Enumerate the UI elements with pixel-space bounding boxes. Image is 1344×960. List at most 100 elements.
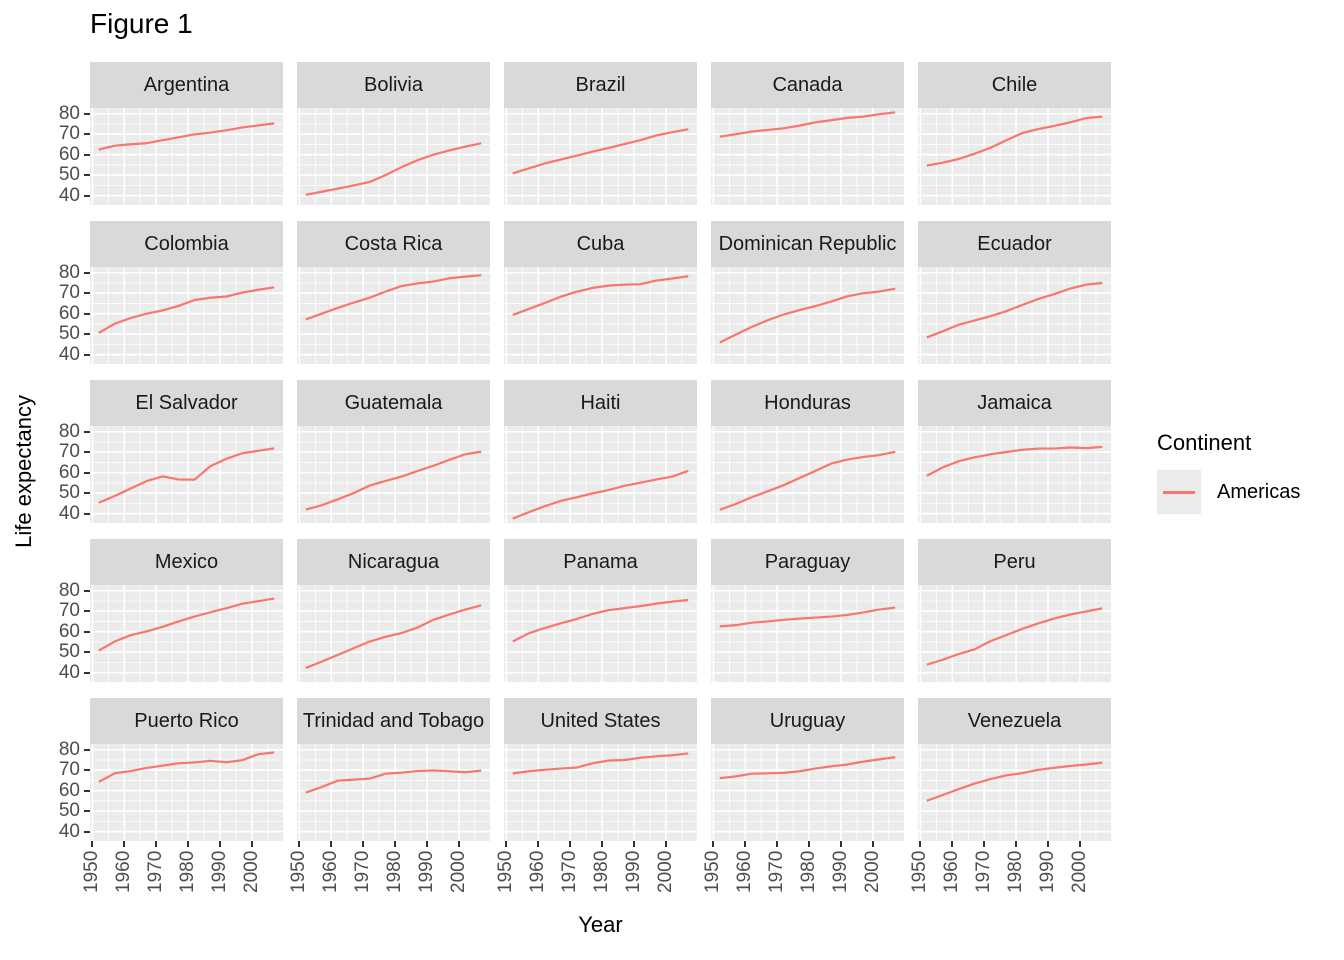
x-tick-mark	[250, 841, 253, 847]
y-tick-label: 40	[58, 184, 80, 206]
y-tick-mark	[84, 769, 90, 772]
x-tick-label: 1950	[288, 851, 310, 894]
y-tick-mark	[84, 748, 90, 751]
legend-line-icon	[1163, 491, 1195, 494]
line-americas	[512, 275, 689, 316]
facet-strip-label: Chile	[991, 73, 1038, 96]
x-tick-mark	[744, 841, 747, 847]
x-tick-label: 1970	[559, 851, 581, 894]
facet-strip-label: Ecuador	[977, 232, 1052, 255]
x-tick-mark	[776, 841, 779, 847]
facet-el-salvador: El Salvador	[90, 380, 283, 523]
facet-strip: Puerto Rico	[90, 698, 283, 744]
facet-strip-label: Haiti	[580, 391, 621, 414]
y-tick-mark	[84, 430, 90, 433]
line-americas	[926, 761, 1103, 802]
facet-strip-label: Brazil	[575, 73, 626, 96]
facet-panel	[504, 585, 697, 682]
y-tick-mark	[84, 512, 90, 515]
x-tick-label: 2000	[447, 851, 469, 894]
facet-panama: Panama	[504, 539, 697, 682]
y-tick-mark	[84, 651, 90, 654]
facet-panel	[711, 744, 904, 841]
facet-brazil: Brazil	[504, 62, 697, 205]
y-tick-mark	[84, 810, 90, 813]
facet-strip: Argentina	[90, 62, 283, 108]
legend-key-swatch	[1157, 470, 1201, 514]
y-tick-label: 60	[58, 302, 80, 324]
facet-panel	[297, 585, 490, 682]
facet-strip: Chile	[918, 62, 1111, 108]
facet-panel	[297, 267, 490, 364]
x-tick-label: 1970	[145, 851, 167, 894]
facet-strip: Peru	[918, 539, 1111, 585]
x-tick-mark	[187, 841, 190, 847]
facet-strip-label: Cuba	[576, 232, 625, 255]
facet-panel	[918, 744, 1111, 841]
line-americas	[305, 274, 482, 321]
x-tick-label: 1980	[177, 851, 199, 894]
facet-panel	[711, 267, 904, 364]
x-tick-mark	[1015, 841, 1018, 847]
y-tick-label: 40	[58, 343, 80, 365]
facet-panel	[711, 585, 904, 682]
facet-peru: Peru	[918, 539, 1111, 682]
facet-panel	[504, 267, 697, 364]
facet-panel	[297, 108, 490, 205]
x-tick-mark	[808, 841, 811, 847]
x-tick-label: 1970	[973, 851, 995, 894]
line-americas	[305, 604, 482, 669]
legend: Continent Americas	[1157, 430, 1300, 514]
facet-dominican-republic: Dominican Republic	[711, 221, 904, 364]
x-tick-mark	[330, 841, 333, 847]
line-americas	[719, 287, 896, 344]
facet-strip: Costa Rica	[297, 221, 490, 267]
facet-strip: Jamaica	[918, 380, 1111, 426]
facet-strip-label: Jamaica	[977, 391, 1052, 414]
y-tick-label: 40	[58, 502, 80, 524]
y-tick-label: 70	[58, 123, 80, 145]
facet-panel	[504, 426, 697, 523]
x-tick-label: 1950	[909, 851, 931, 894]
facet-strip-label: El Salvador	[135, 391, 238, 414]
y-tick-mark	[84, 271, 90, 274]
facet-strip: Nicaragua	[297, 539, 490, 585]
facet-strip: Paraguay	[711, 539, 904, 585]
facet-strip: Canada	[711, 62, 904, 108]
y-tick-mark	[84, 630, 90, 633]
line-americas	[926, 115, 1103, 167]
line-americas	[926, 607, 1103, 666]
line-americas	[512, 469, 689, 520]
facet-panel	[918, 108, 1111, 205]
x-tick-mark	[123, 841, 126, 847]
facet-strip-label: Argentina	[143, 73, 230, 96]
x-tick-label: 1960	[941, 851, 963, 894]
x-tick-mark	[1078, 841, 1081, 847]
x-tick-label: 1990	[829, 851, 851, 894]
y-tick-mark	[84, 789, 90, 792]
y-axis-title: Life expectancy	[8, 62, 40, 880]
line-americas	[926, 281, 1103, 339]
x-tick-mark	[394, 841, 397, 847]
line-americas	[719, 606, 896, 628]
y-tick-mark	[84, 492, 90, 495]
x-tick-label: 1990	[1036, 851, 1058, 894]
y-tick-label: 80	[58, 579, 80, 601]
facet-jamaica: Jamaica	[918, 380, 1111, 523]
x-tick-label: 1970	[352, 851, 374, 894]
legend-entry-americas: Americas	[1157, 470, 1300, 514]
y-tick-label: 50	[58, 800, 80, 822]
facet-panel	[90, 426, 283, 523]
x-tick-label: 1960	[527, 851, 549, 894]
facet-strip-label: Puerto Rico	[134, 709, 239, 732]
facet-panel	[711, 108, 904, 205]
facet-honduras: Honduras	[711, 380, 904, 523]
y-tick-mark	[84, 312, 90, 315]
line-americas	[719, 756, 896, 780]
y-tick-label: 50	[58, 323, 80, 345]
x-tick-mark	[1046, 841, 1049, 847]
facet-panel	[918, 267, 1111, 364]
facet-bolivia: Bolivia	[297, 62, 490, 205]
facet-panel	[504, 108, 697, 205]
y-tick-mark	[84, 292, 90, 295]
